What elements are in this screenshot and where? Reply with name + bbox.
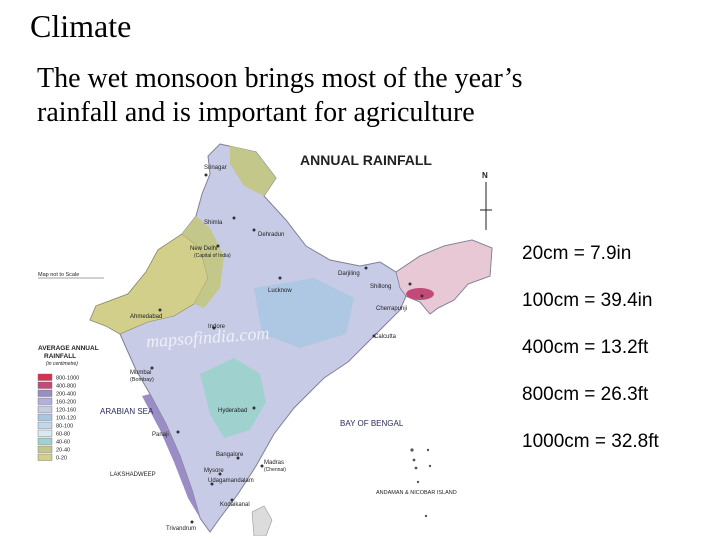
place-shillong: Shillong (370, 284, 391, 290)
conversion-2: 100cm = 39.4in (522, 290, 653, 311)
place-ahmedabad: Ahmedabad (130, 314, 162, 320)
legend-swatch (37, 437, 53, 445)
place-new-delhi-note: (Capital of India) (194, 253, 231, 259)
central-wet-zone (254, 278, 354, 348)
conversion-4: 800cm = 26.3ft (522, 384, 649, 405)
unit-conversions: 20cm = 7.9in 100cm = 39.4in 400cm = 13.2… (522, 230, 659, 465)
place-srinagar: Srinagar (204, 165, 227, 171)
slide-subtitle: The wet monsoon brings most of the year’… (37, 62, 637, 130)
label-bay-of-bengal: BAY OF BENGAL (340, 419, 404, 428)
india-rainfall-map: ANNUAL RAINFALL N Map not to Scale AVERA… (24, 138, 500, 536)
place-darjiling: Darjiling (338, 271, 360, 277)
rainfall-legend: AVERAGE ANNUAL RAINFALL (in centimetre) … (37, 345, 99, 462)
western-ghats-zone (142, 394, 200, 518)
legend-swatch (37, 429, 53, 437)
place-hyderabad: Hyderabad (218, 408, 247, 414)
legend-swatch (37, 389, 53, 397)
place-udagamandalam: Udagamandalam (208, 478, 254, 484)
legend-label: 0-20 (56, 456, 67, 462)
legend-label: 40-60 (56, 440, 70, 446)
legend-swatch (37, 373, 53, 381)
conversion-1: 20cm = 7.9in (522, 243, 632, 264)
place-lucknow: Lucknow (268, 288, 292, 294)
legend-swatch (37, 397, 53, 405)
subtitle-line-1: The wet monsoon brings most of the year’… (37, 63, 523, 94)
conversion-5: 1000cm = 32.8ft (522, 431, 659, 452)
legend-label: 120-160 (56, 408, 76, 414)
label-arabian-sea: ARABIAN SEA (100, 407, 154, 416)
legend-label: 60-80 (56, 432, 70, 438)
legend-swatch (37, 413, 53, 421)
place-shimla: Shimla (204, 220, 223, 226)
place-indore: Indore (208, 324, 226, 330)
place-kodaikanal: Kodaikanal (220, 502, 250, 508)
label-andaman: ANDAMAN & NICOBAR ISLAND (376, 490, 457, 496)
legend-label: 160-200 (56, 400, 76, 406)
place-panaji: Panaji (152, 432, 169, 438)
legend-swatch (37, 381, 53, 389)
place-mumbai-note: (Bombay) (130, 377, 154, 383)
legend-label: 20-40 (56, 448, 70, 454)
place-madras-note: (Chennai) (264, 467, 286, 473)
scale-note: Map not to Scale (38, 272, 79, 278)
map-heading: ANNUAL RAINFALL (300, 152, 432, 168)
place-mysore: Mysore (204, 468, 224, 474)
place-new-delhi: New Delhi (190, 246, 217, 252)
arid-northwest (89, 233, 209, 335)
north-marker: N (482, 171, 488, 180)
slide-title: Climate (30, 8, 132, 44)
legend-swatch (37, 421, 53, 429)
cherrapunji-zone (406, 288, 434, 300)
ladakh-region (230, 146, 276, 196)
place-cherrapunji: Cherrapunji (376, 306, 407, 312)
semi-arid-zone (182, 216, 224, 308)
deccan-interior (200, 358, 266, 438)
legend-swatch (37, 405, 53, 413)
legend-label: 200-400 (56, 392, 76, 398)
legend-title-line1: AVERAGE ANNUAL (38, 345, 99, 352)
legend-label: 800-1000 (56, 376, 79, 382)
subtitle-line-2: rainfall and is important for agricultur… (37, 97, 475, 128)
place-dehradun: Dehradun (258, 232, 284, 238)
conversion-3: 400cm = 13.2ft (522, 337, 649, 358)
place-mumbai: Mumbai (130, 370, 151, 376)
legend-swatch (37, 453, 53, 461)
sri-lanka (251, 505, 273, 536)
label-lakshadweep: LAKSHADWEEP (110, 472, 156, 478)
legend-label: 80-100 (56, 424, 73, 430)
legend-label: 100-120 (56, 416, 76, 422)
place-calcutta: Calcutta (374, 334, 397, 340)
legend-unit: (in centimetre) (46, 361, 78, 367)
place-bangalore: Bangalore (216, 452, 244, 458)
legend-label: 400-800 (56, 384, 76, 390)
place-madras: Madras (264, 460, 284, 466)
legend-title-line2: RAINFALL (44, 353, 76, 360)
legend-swatch (37, 445, 53, 453)
place-trivandrum: Trivandrum (166, 526, 196, 532)
